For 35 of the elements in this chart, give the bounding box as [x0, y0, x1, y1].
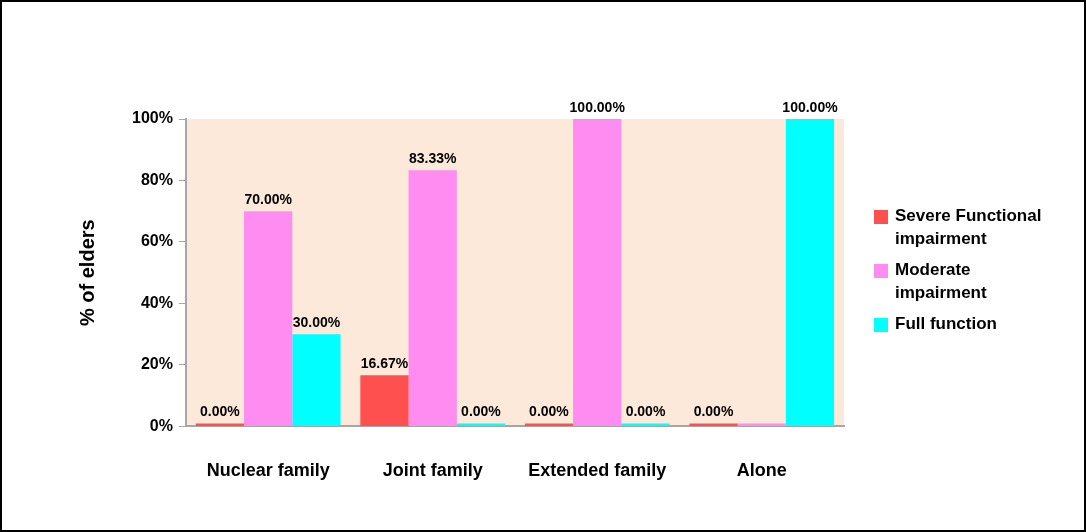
data-label: 16.67%	[360, 355, 409, 372]
data-label: 0.00%	[200, 403, 241, 420]
bar	[785, 119, 835, 426]
legend-label: Moderate impairment	[895, 258, 988, 304]
x-tick-label: Joint family	[382, 460, 483, 481]
bar	[689, 423, 738, 426]
bar	[195, 423, 245, 426]
y-axis-title: % of elders	[75, 219, 98, 327]
bar	[524, 423, 574, 426]
bar	[737, 423, 786, 426]
x-tick-label: Nuclear family	[206, 460, 330, 481]
data-label: 83.33%	[408, 150, 457, 167]
data-label: 0.00%	[693, 403, 734, 420]
data-label: 0.00%	[529, 403, 570, 420]
data-label: 70.00%	[244, 191, 293, 208]
y-tick-label: 0%	[149, 416, 173, 434]
y-tick-label: 80%	[140, 170, 173, 188]
data-label: 100.00%	[569, 98, 626, 115]
bar	[621, 423, 670, 426]
data-label: 0.00%	[461, 403, 502, 420]
bar	[244, 211, 293, 426]
y-tick-label: 20%	[140, 355, 173, 373]
x-tick-label: Extended family	[528, 460, 667, 481]
bar	[573, 119, 622, 426]
bar	[408, 170, 457, 426]
data-label: 100.00%	[782, 98, 839, 115]
bar	[456, 423, 506, 426]
y-tick-label: 40%	[140, 293, 173, 311]
y-tick-label: 60%	[140, 232, 173, 250]
data-label: 0.00%	[625, 403, 666, 420]
legend-label: Full function	[895, 312, 997, 335]
y-tick-label: 100%	[132, 109, 173, 127]
data-label: 30.00%	[292, 314, 341, 331]
x-tick-label: Alone	[736, 460, 787, 481]
legend-label: Severe Functional impairment	[895, 205, 1043, 250]
